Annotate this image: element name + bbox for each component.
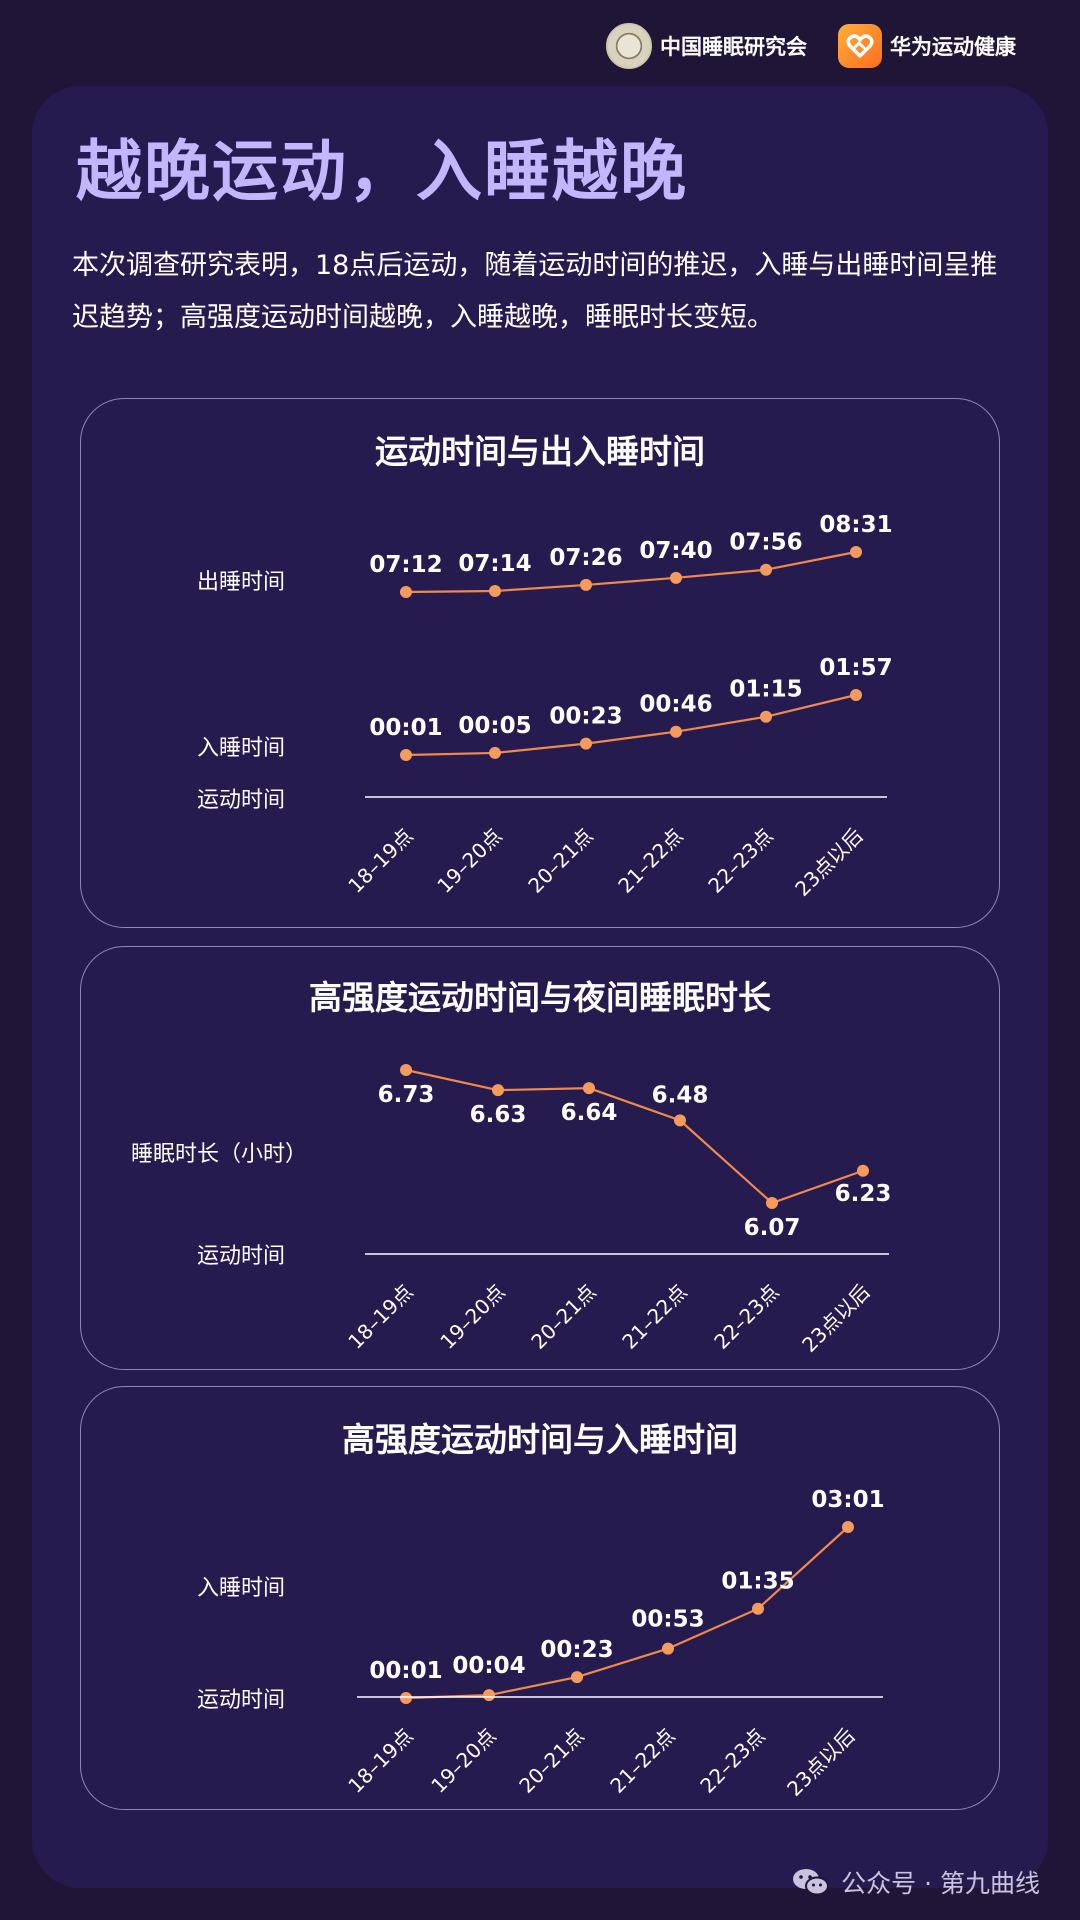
x-tick-label-5: 23点以后 — [782, 1724, 859, 1801]
x-tick-label-0: 18–19点 — [343, 824, 417, 898]
chart-card-2: 高强度运动时间与夜间睡眠时长 6.73 6.63 6.64 6.48 6.07 6.23 睡… — [80, 946, 1000, 1370]
huawei-health-logo: 华为运动健康 — [838, 22, 1016, 70]
high-intensity-series-point-1 — [483, 1689, 495, 1702]
duration-series-point-3 — [674, 1114, 686, 1127]
org-a-name: 中国睡眠研究会 — [660, 35, 807, 59]
sleep-series-point-3 — [670, 725, 682, 738]
wake-series-label-0: 07:12 — [369, 552, 442, 578]
x-tick-label-2: 20–21点 — [523, 824, 597, 898]
x-tick-label-3: 21–22点 — [617, 1280, 691, 1354]
wake-series-label-3: 07:40 — [639, 538, 712, 564]
chart-2-plot: 6.73 6.63 6.64 6.48 6.07 6.23 睡眠时长（小时） 18–19点 19… — [131, 1064, 892, 1357]
chart-2-title: 高强度运动时间与夜间睡眠时长 — [309, 978, 771, 1017]
sleep-series-label-1: 00:05 — [458, 713, 531, 739]
high-intensity-series-point-2 — [571, 1671, 583, 1684]
y-axis-title: 睡眠时长（小时） — [131, 1142, 307, 1167]
high-intensity-series-label-2: 00:23 — [540, 1637, 613, 1663]
duration-series-label-2: 6.64 — [561, 1100, 618, 1126]
chart-1-title: 运动时间与出入睡时间 — [375, 432, 705, 471]
wake-series-point-1 — [489, 584, 501, 597]
x-tick-label-4: 22–23点 — [695, 1724, 769, 1798]
intro-text: 本次调查研究表明，18点后运动，随着运动时间的推迟，入睡与出睡时间呈推迟趋势；高… — [72, 250, 998, 333]
wake-series-point-4 — [760, 563, 772, 576]
wake-series-label-4: 07:56 — [729, 530, 802, 556]
high-intensity-series-point-4 — [752, 1602, 764, 1615]
x-axis-title: 运动时间 — [197, 1244, 285, 1269]
sleep-series-label-3: 00:46 — [639, 692, 712, 718]
sleep-series-label-5: 01:57 — [819, 655, 892, 681]
duration-series-label-4: 6.07 — [744, 1215, 801, 1241]
org-b-name: 华为运动健康 — [890, 35, 1016, 59]
sleep-series-label-4: 01:15 — [729, 677, 802, 703]
duration-series-point-1 — [492, 1084, 504, 1097]
y-axis-title: 入睡时间 — [197, 1576, 285, 1601]
content-panel — [32, 86, 1048, 1888]
x-tick-label-3: 21–22点 — [613, 824, 687, 898]
duration-series-label-5: 6.23 — [835, 1181, 892, 1207]
x-tick-label-0: 18–19点 — [343, 1724, 417, 1798]
sleep-research-society-logo: 中国睡眠研究会 — [606, 22, 807, 70]
wake-series-point-2 — [580, 578, 592, 591]
wake-series-point-3 — [670, 571, 682, 584]
x-tick-label-2: 20–21点 — [526, 1280, 600, 1354]
duration-series-line — [405, 1068, 864, 1205]
high-intensity-series-label-4: 01:35 — [721, 1569, 794, 1595]
high-intensity-series-point-5 — [842, 1521, 854, 1533]
high-intensity-series-label-1: 00:04 — [452, 1653, 525, 1679]
x-tick-label-5: 23点以后 — [790, 824, 867, 901]
high-intensity-series-line — [405, 1526, 849, 1700]
sleep-series-point-5 — [850, 689, 862, 701]
high-intensity-series-label-3: 00:53 — [631, 1607, 704, 1633]
chart-1-plot: 07:12 07:14 07:26 07:40 07:56 08:31 00:01 00:05… — [197, 512, 893, 901]
high-intensity-series-label-5: 03:01 — [811, 1487, 884, 1513]
sleep-series-point-2 — [580, 737, 592, 750]
chart-3-plot: 00:01 00:04 00:23 00:53 01:35 03:01 入睡时间 18–19点… — [197, 1487, 885, 1801]
sleep-series-name: 入睡时间 — [197, 736, 285, 761]
wechat-icon — [793, 1869, 830, 1896]
wake-series-name: 出睡时间 — [197, 570, 285, 595]
chart-card-3: 高强度运动时间与入睡时间 00:01 00:04 00:23 00:53 01:35 03… — [80, 1386, 1000, 1810]
x-tick-label-5: 23点以后 — [797, 1280, 874, 1357]
wake-series-point-5 — [850, 546, 862, 558]
duration-series-label-0: 6.73 — [378, 1082, 435, 1108]
x-axis-title: 运动时间 — [197, 1688, 285, 1713]
sleep-series-point-4 — [760, 710, 772, 723]
chart-3-title: 高强度运动时间与入睡时间 — [342, 1420, 738, 1459]
x-tick-label-2: 20–21点 — [514, 1724, 588, 1798]
high-intensity-series-point-3 — [662, 1642, 674, 1655]
x-tick-label-0: 18–19点 — [343, 1280, 417, 1354]
x-tick-label-1: 19–20点 — [426, 1724, 500, 1798]
society-seal-icon — [606, 23, 652, 69]
wake-series-line — [405, 550, 857, 594]
sleep-series-point-1 — [489, 746, 501, 759]
duration-series-label-1: 6.63 — [470, 1102, 527, 1128]
sleep-series-label-2: 00:23 — [549, 704, 622, 730]
top-bar: 中国睡眠研究会 华为运动健康 — [0, 0, 1080, 90]
duration-series-point-2 — [583, 1082, 595, 1095]
x-axis-title: 运动时间 — [197, 788, 285, 813]
x-tick-label-4: 22–23点 — [703, 824, 777, 898]
x-tick-label-3: 21–22点 — [605, 1724, 679, 1798]
duration-series-point-0 — [400, 1064, 412, 1076]
wake-series-label-1: 07:14 — [458, 551, 531, 577]
wake-series-label-5: 08:31 — [819, 512, 892, 538]
sleep-series-label-0: 00:01 — [369, 715, 442, 741]
high-intensity-series-label-0: 00:01 — [369, 1658, 442, 1684]
page-title: 越晚运动，入睡越晚 — [76, 133, 688, 210]
wake-series-label-2: 07:26 — [549, 545, 622, 571]
footer-watermark: 公众号 · 第九曲线 — [791, 1862, 1040, 1902]
x-tick-label-1: 19–20点 — [432, 824, 506, 898]
wake-series-point-0 — [400, 586, 412, 598]
sleep-series-line — [405, 693, 857, 757]
duration-series-point-4 — [766, 1197, 778, 1209]
x-tick-label-4: 22–23点 — [709, 1280, 783, 1354]
footer-text: 公众号 · 第九曲线 — [841, 1869, 1040, 1898]
sleep-series-point-0 — [400, 749, 412, 761]
x-tick-label-1: 19–20点 — [435, 1280, 509, 1354]
chart-card-1: 运动时间与出入睡时间 07:12 07:14 07:26 07:40 07:56 08:3… — [80, 398, 1000, 928]
duration-series-label-3: 6.48 — [652, 1082, 709, 1108]
huawei-health-icon — [838, 24, 882, 68]
high-intensity-series-point-0 — [400, 1692, 412, 1704]
duration-series-point-5 — [857, 1164, 869, 1177]
